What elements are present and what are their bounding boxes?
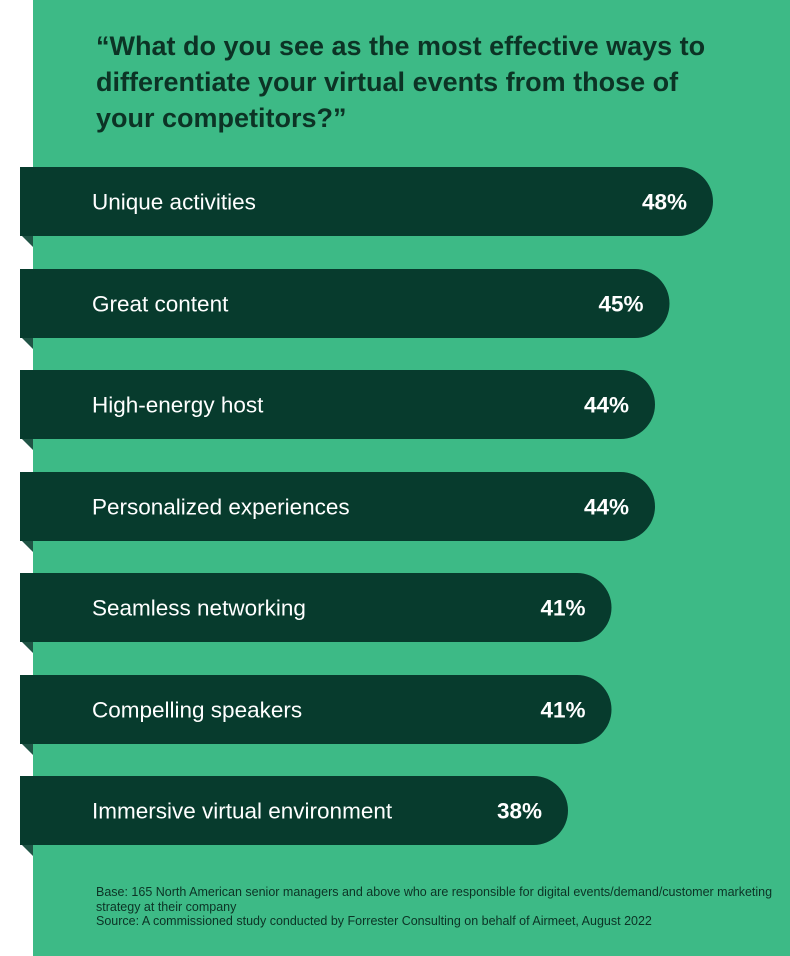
- bar-shadow: [20, 742, 33, 755]
- bar-shadow: [20, 336, 33, 349]
- bar-group: Great content 45%: [20, 269, 670, 349]
- bar-group: Unique activities 48%: [20, 167, 714, 247]
- footnote-source: Source: A commissioned study conducted b…: [96, 914, 652, 928]
- bar: [20, 370, 655, 439]
- bar-shadow: [20, 843, 33, 856]
- value-label: 38%: [497, 799, 542, 824]
- bar-chart: Unique activities 48% Great content 45% High…: [20, 167, 714, 856]
- bar: [20, 472, 655, 541]
- value-label: 45%: [598, 292, 643, 317]
- bar: [20, 573, 612, 642]
- bar-shadow: [20, 437, 33, 450]
- bar-group: Seamless networking 41%: [20, 573, 612, 653]
- bar-group: Immersive virtual environment 38%: [20, 776, 568, 856]
- category-label: High-energy host: [92, 393, 264, 418]
- bar-shadow: [20, 234, 33, 247]
- category-label: Immersive virtual environment: [92, 799, 393, 824]
- category-label: Great content: [92, 292, 229, 317]
- bar-group: Compelling speakers 41%: [20, 675, 612, 755]
- bar: [20, 776, 568, 845]
- category-label: Seamless networking: [92, 596, 306, 621]
- value-label: 41%: [540, 596, 585, 621]
- bar: [20, 269, 670, 338]
- footnote: Base: 165 North American senior managers…: [96, 885, 776, 929]
- category-label: Compelling speakers: [92, 698, 302, 723]
- category-label: Unique activities: [92, 190, 256, 215]
- bar: [20, 167, 714, 236]
- bar-group: Personalized experiences 44%: [20, 472, 655, 552]
- footnote-base: Base: 165 North American senior managers…: [96, 885, 773, 914]
- value-label: 44%: [584, 393, 629, 418]
- bar-shadow: [20, 539, 33, 552]
- chart-title: “What do you see as the most effective w…: [96, 31, 706, 133]
- category-label: Personalized experiences: [92, 495, 350, 520]
- value-label: 48%: [642, 190, 687, 215]
- bar-shadow: [20, 640, 33, 653]
- value-label: 44%: [584, 495, 629, 520]
- value-label: 41%: [540, 698, 585, 723]
- bar-group: High-energy host 44%: [20, 370, 655, 450]
- bar: [20, 675, 612, 744]
